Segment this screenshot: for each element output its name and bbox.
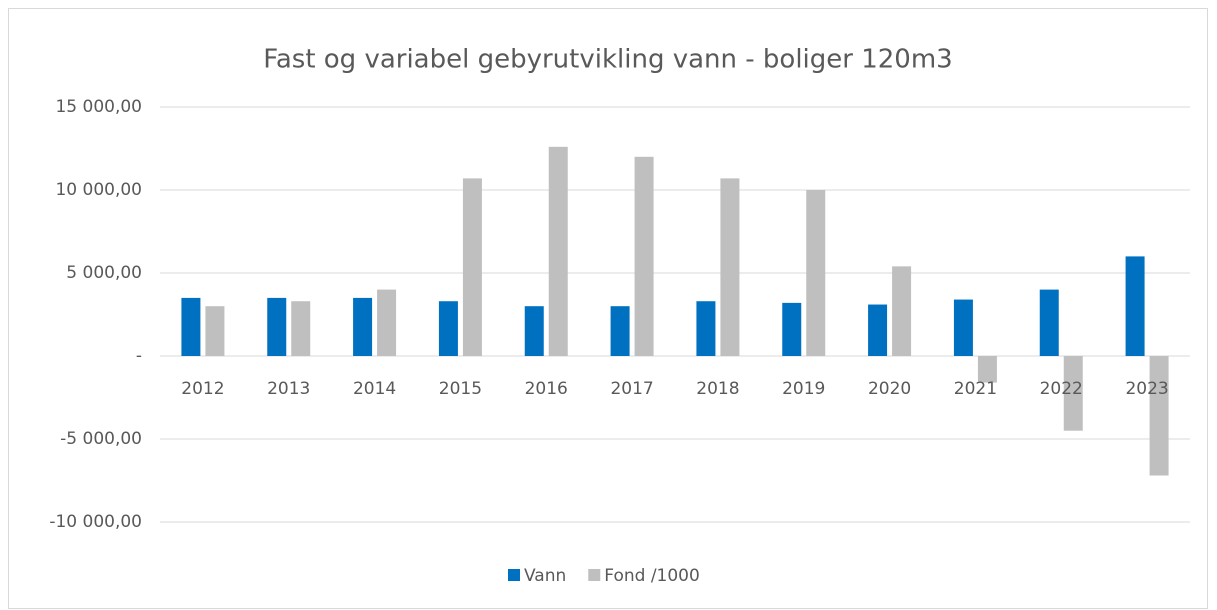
bar (977, 356, 997, 383)
x-tick-label: 2012 (181, 379, 224, 399)
bar (720, 178, 740, 356)
y-tick-label: - (136, 346, 142, 366)
y-tick-label: -5 000,00 (60, 429, 142, 449)
bar (462, 178, 482, 356)
bar (892, 266, 912, 356)
bar (634, 156, 654, 356)
x-tick-label: 2023 (1125, 379, 1168, 399)
y-tick-label: 10 000,00 (55, 180, 142, 200)
y-tick-label: -10 000,00 (49, 512, 142, 532)
bar (610, 306, 630, 356)
x-tick-label: 2022 (1040, 379, 1083, 399)
bar (782, 302, 802, 356)
bar (205, 306, 225, 356)
bar (868, 304, 888, 356)
bar (181, 297, 201, 356)
legend-label: Vann (524, 566, 566, 586)
y-tick-label: 5 000,00 (66, 263, 142, 283)
x-tick-label: 2018 (696, 379, 739, 399)
bar (1063, 356, 1083, 431)
bar (1039, 289, 1059, 356)
legend-swatch (588, 569, 601, 581)
bar (353, 297, 373, 356)
x-tick-label: 2017 (610, 379, 653, 399)
bar (377, 289, 397, 356)
bar (806, 190, 826, 356)
x-tick-label: 2016 (525, 379, 568, 399)
bar (953, 299, 973, 356)
bar (696, 301, 716, 356)
x-tick-label: 2014 (353, 379, 396, 399)
bar (267, 297, 287, 356)
chart-title: Fast og variabel gebyrutvikling vann - b… (263, 45, 952, 75)
bar (291, 301, 311, 356)
x-tick-label: 2021 (954, 379, 997, 399)
legend-label: Fond /1000 (604, 566, 700, 586)
bar (1149, 356, 1169, 476)
bar (524, 306, 544, 356)
bar (438, 301, 458, 356)
bar (548, 146, 568, 356)
y-tick-label: 15 000,00 (55, 97, 142, 117)
x-tick-label: 2013 (267, 379, 310, 399)
x-tick-label: 2020 (868, 379, 911, 399)
bar (1125, 256, 1145, 356)
legend-swatch (508, 569, 520, 581)
x-tick-label: 2019 (782, 379, 825, 399)
x-tick-label: 2015 (439, 379, 482, 399)
